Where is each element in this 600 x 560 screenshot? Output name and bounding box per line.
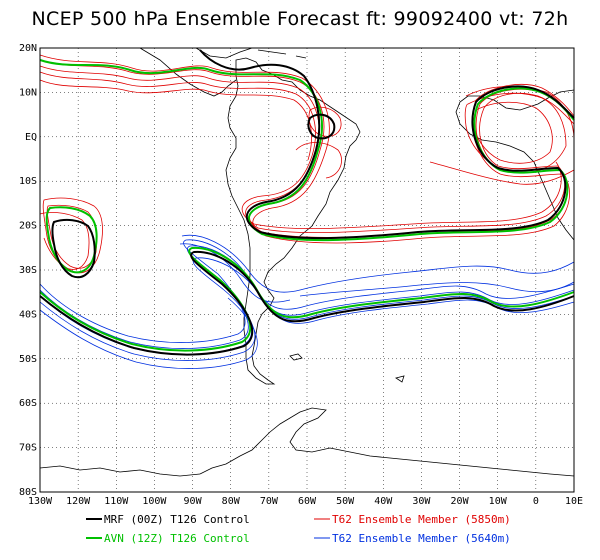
lon-tick-label: 0 [533,496,539,507]
lat-tick-label: 70S [19,443,37,454]
lat-tick-label: 10S [19,176,37,187]
lon-tick-label: 120W [66,496,91,507]
lon-tick-label: 30W [412,496,431,507]
lon-tick-label: 70W [260,496,279,507]
lat-tick-label: 40S [19,309,37,320]
lon-tick-label: 80W [222,496,241,507]
latitude-labels: 20N 10N EQ 10S 20S 30S 40S 50S 60S 70S 80S [19,43,37,498]
lat-tick-label: 20N [19,43,37,54]
lon-tick-label: 110W [104,496,129,507]
longitude-labels: 130W 120W 110W 100W 90W 80W 70W 60W 50W 40W 30W 20W… [28,496,583,507]
lon-tick-label: 20W [451,496,470,507]
lon-tick-label: 40W [374,496,393,507]
avn-control-contours [39,59,575,352]
mrf-control-contours [39,49,575,356]
legend-label-red: T62 Ensemble Member (5850m) [332,513,511,526]
legend-item-mrf: MRF (00Z) T126 Control [86,513,250,526]
antarctica-coast-west [39,465,201,477]
legend: MRF (00Z) T126 Control AVN (12Z) T126 Co… [86,513,511,545]
north-coast [195,47,253,59]
lat-tick-label: 50S [19,354,37,365]
lat-tick-label: 60S [19,398,37,409]
lon-tick-label: 50W [336,496,355,507]
lat-tick-label: EQ [25,132,37,143]
lon-tick-label: 10W [489,496,508,507]
africa-coast [455,89,575,241]
legend-item-blue: T62 Ensemble Member (5640m) [314,532,511,545]
caribbean-islands [257,49,307,59]
legend-label-mrf: MRF (00Z) T126 Control [104,513,250,526]
lat-tick-label: 10N [19,87,37,98]
lat-tick-label: 80S [19,487,37,498]
lat-tick-label: 30S [19,265,37,276]
falkland-islands [289,353,303,361]
lat-lon-grid [40,48,574,492]
lon-tick-label: 100W [142,496,167,507]
lon-tick-label: 60W [298,496,317,507]
legend-label-avn: AVN (12Z) T126 Control [104,532,250,545]
legend-label-blue: T62 Ensemble Member (5640m) [332,532,511,545]
south-georgia [395,375,405,383]
page-title: NCEP 500 hPa Ensemble Forecast ft: 99092… [31,8,569,30]
legend-item-avn: AVN (12Z) T126 Control [86,532,250,545]
lon-tick-label: 130W [28,496,53,507]
lat-tick-label: 20S [19,221,37,232]
map-border [39,47,575,493]
legend-item-red: T62 Ensemble Member (5850m) [314,513,511,526]
lon-tick-label: 10E [565,496,583,507]
blue-ensemble-contours [39,234,575,369]
lon-tick-label: 90W [184,496,203,507]
antarctica-coast [199,407,575,477]
